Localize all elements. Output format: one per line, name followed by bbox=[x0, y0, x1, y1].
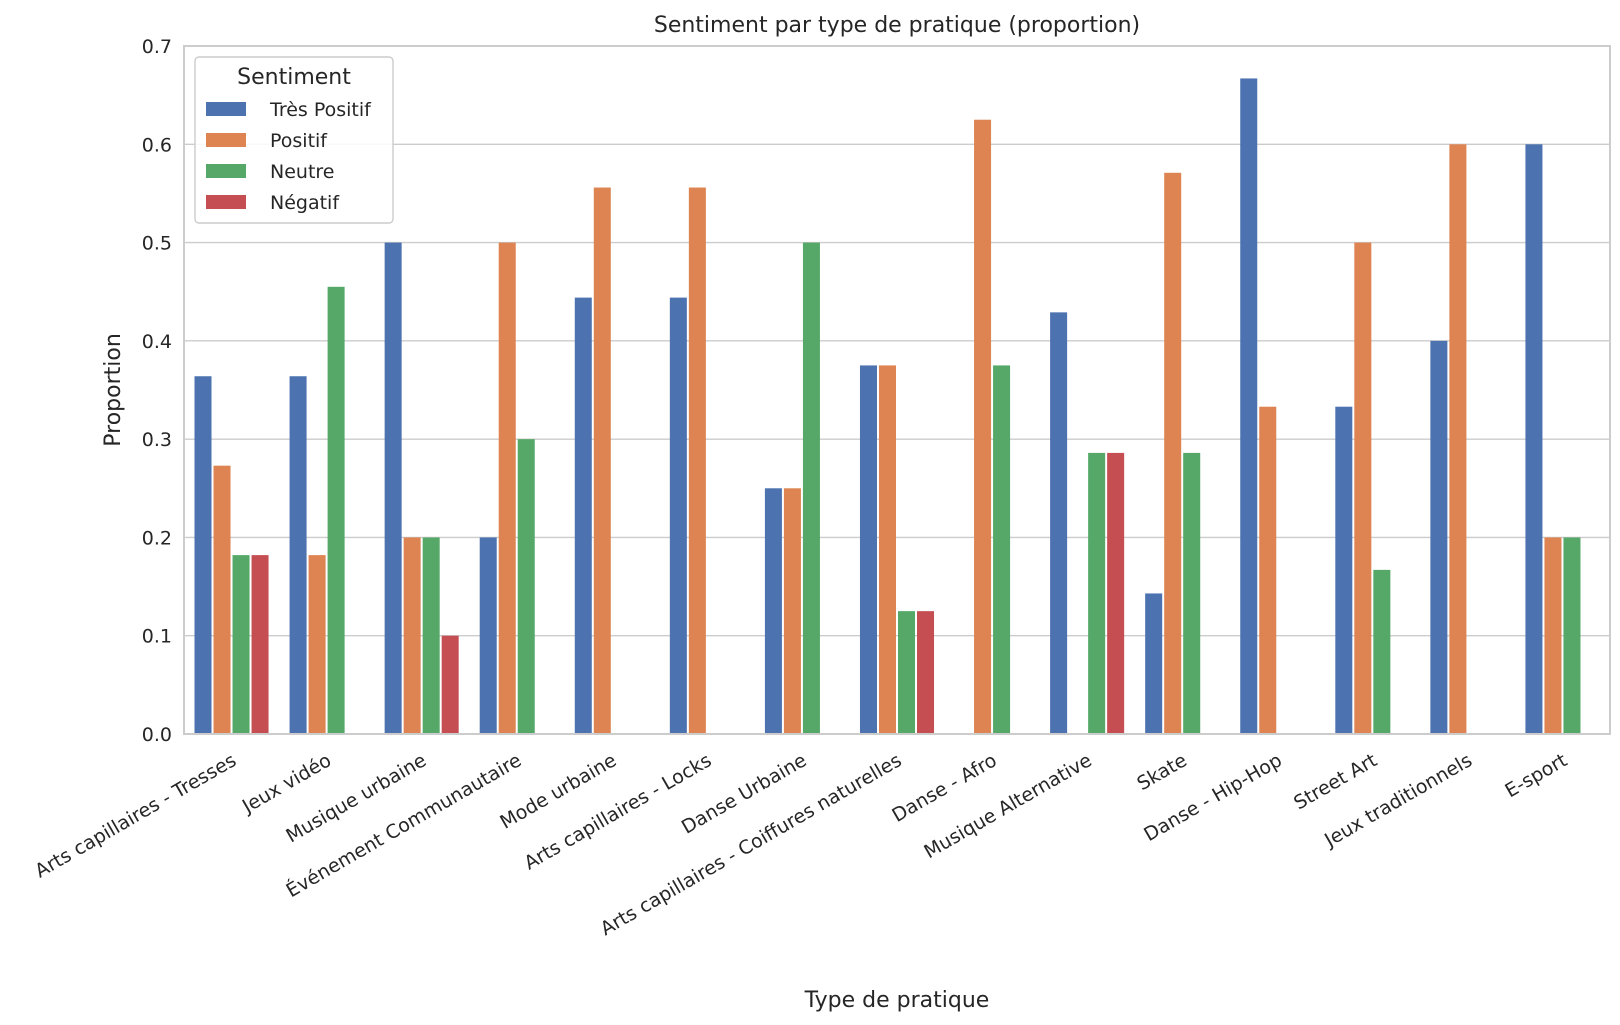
bar bbox=[498, 242, 516, 735]
y-tick-label: 0.3 bbox=[142, 429, 172, 451]
bar bbox=[289, 376, 307, 734]
bar bbox=[1183, 452, 1201, 734]
legend-label: Positif bbox=[270, 130, 328, 152]
bar bbox=[517, 439, 535, 734]
legend: Sentiment Très Positif Positif Neutre Négat… bbox=[194, 56, 394, 224]
bar bbox=[1050, 312, 1068, 734]
bar bbox=[917, 611, 935, 734]
y-tick-label: 0.1 bbox=[142, 626, 172, 648]
bar bbox=[669, 297, 687, 734]
bar bbox=[441, 635, 459, 734]
bar bbox=[1088, 452, 1106, 734]
legend-box bbox=[194, 56, 394, 224]
bar bbox=[403, 537, 421, 734]
bar bbox=[232, 555, 250, 734]
x-tick-label: Arts capillaires - Tresses bbox=[31, 749, 240, 882]
bar bbox=[688, 187, 706, 734]
legend-swatch bbox=[206, 102, 246, 116]
bar bbox=[1449, 144, 1467, 735]
bar bbox=[1259, 406, 1277, 734]
legend-label: Négatif bbox=[270, 192, 340, 214]
x-tick-label: Skate bbox=[1133, 749, 1190, 795]
bar bbox=[859, 365, 877, 734]
bar bbox=[1145, 593, 1163, 734]
bar bbox=[993, 365, 1011, 734]
grid bbox=[184, 143, 1610, 637]
y-tick-label: 0.0 bbox=[142, 724, 172, 746]
bar bbox=[898, 611, 916, 734]
legend-swatch bbox=[206, 133, 246, 147]
x-tick-label: E-sport bbox=[1501, 749, 1571, 802]
bar bbox=[422, 537, 440, 734]
y-tick-label: 0.7 bbox=[142, 36, 172, 58]
bar bbox=[327, 286, 345, 734]
bar bbox=[1354, 242, 1372, 735]
bar bbox=[479, 537, 497, 734]
x-tick-label: Musique Alternative bbox=[920, 749, 1095, 863]
bar bbox=[1563, 537, 1581, 734]
legend-items: Très Positif Positif Neutre Négatif bbox=[206, 99, 372, 214]
bar bbox=[194, 376, 212, 734]
legend-label: Très Positif bbox=[269, 99, 372, 121]
legend-title: Sentiment bbox=[237, 65, 351, 90]
bar bbox=[878, 365, 896, 734]
legend-label: Neutre bbox=[270, 161, 334, 183]
bar bbox=[1430, 340, 1448, 734]
bar bbox=[1544, 537, 1562, 734]
y-tick-label: 0.4 bbox=[142, 331, 172, 353]
bar bbox=[1164, 172, 1182, 734]
y-tick-label: 0.6 bbox=[142, 134, 172, 156]
bar bbox=[1373, 569, 1391, 734]
bars bbox=[194, 78, 1581, 735]
y-tick-label: 0.2 bbox=[142, 527, 172, 549]
chart-title: Sentiment par type de pratique (proporti… bbox=[654, 13, 1140, 38]
bar bbox=[1240, 78, 1258, 735]
y-tick-label: 0.5 bbox=[142, 233, 172, 255]
x-axis-label: Type de pratique bbox=[804, 988, 990, 1013]
bar bbox=[1107, 452, 1125, 734]
bar bbox=[593, 187, 611, 734]
bar bbox=[1525, 144, 1543, 735]
bar bbox=[213, 465, 231, 734]
bar bbox=[974, 119, 992, 734]
y-axis-ticks: 0.0 0.1 0.2 0.3 0.4 0.5 0.6 0.7 bbox=[142, 36, 172, 746]
bar bbox=[308, 555, 326, 734]
bar bbox=[574, 297, 592, 734]
bar bbox=[384, 242, 402, 735]
bar bbox=[251, 555, 269, 734]
bar bbox=[802, 242, 820, 735]
bar bbox=[764, 488, 782, 734]
bar bbox=[783, 488, 801, 734]
bar bbox=[1335, 406, 1353, 734]
y-axis-label: Proportion bbox=[101, 333, 126, 447]
legend-swatch bbox=[206, 164, 246, 178]
legend-swatch bbox=[206, 195, 246, 209]
plot-frame bbox=[183, 45, 1611, 735]
